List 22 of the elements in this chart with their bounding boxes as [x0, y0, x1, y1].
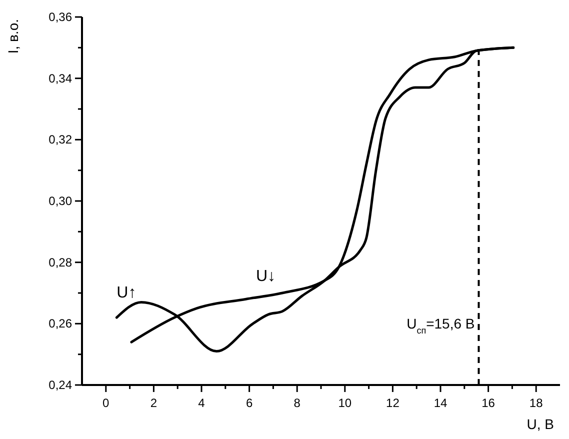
- x-tick-label: 14: [434, 396, 448, 410]
- y-tick-label: 0,28: [48, 255, 72, 270]
- x-tick-label: 6: [246, 396, 253, 410]
- y-tick-label: 0,30: [48, 194, 72, 208]
- x-tick-label: 10: [338, 396, 352, 410]
- y-tick-label: 0,24: [48, 378, 72, 392]
- y-tick-label: 0,26: [48, 316, 72, 331]
- y-tick-label: 0,32: [48, 132, 72, 147]
- x-tick-label: 18: [529, 396, 544, 410]
- y-tick-label: 0,34: [48, 71, 72, 86]
- x-axis-title: U, В: [526, 416, 554, 432]
- series-label: U↓: [256, 268, 276, 286]
- x-tick-label: 2: [150, 396, 158, 410]
- series-label: U↑: [116, 284, 136, 302]
- x-tick-label: 16: [482, 396, 496, 410]
- ref-line-label: U$_{сп}$=15,6 В: [406, 316, 475, 336]
- y-axis-title: I, в.о.: [5, 19, 21, 54]
- x-tick-label: 8: [294, 396, 301, 410]
- y-tick-label: 0,36: [48, 10, 72, 24]
- x-tick-label: 12: [386, 396, 400, 410]
- x-tick-label: 0: [102, 396, 110, 410]
- x-tick-label: 4: [198, 396, 206, 410]
